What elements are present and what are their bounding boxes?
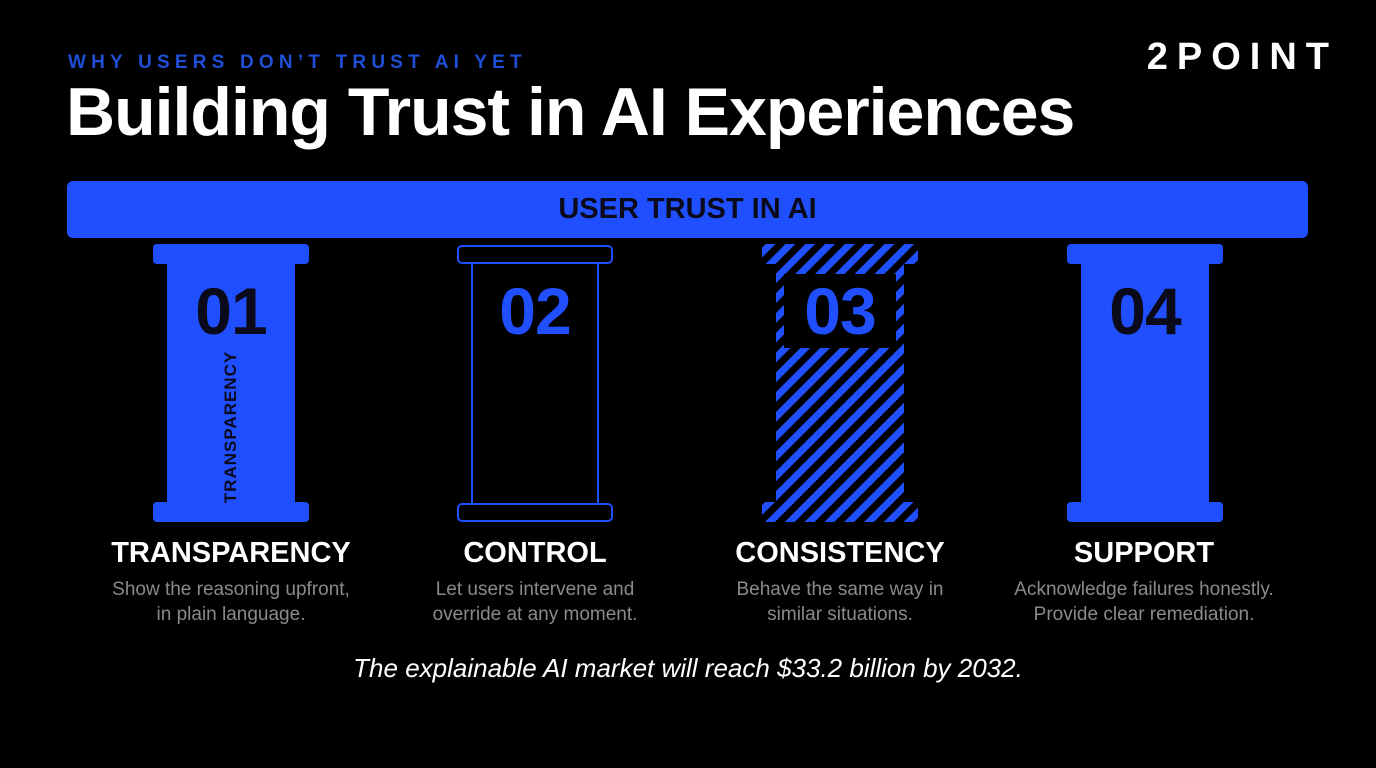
pillar-1-shape [153, 244, 309, 522]
pillar-4-number: 04 [1109, 274, 1181, 348]
pillar-2-description: Let users intervene and override at any … [375, 578, 695, 627]
pillar-3-desc-line1: Behave the same way in [736, 578, 944, 600]
pillar-3-desc-line2: similar situations. [767, 603, 913, 625]
pillar-2-number: 02 [499, 274, 571, 348]
pillar-4-title: SUPPORT [1073, 537, 1215, 569]
beam-label: USER TRUST IN AI [558, 193, 817, 225]
pillar-1-title: TRANSPARENCY [111, 537, 351, 569]
footer-statistic: The explainable AI market will reach $33… [353, 653, 1023, 683]
page-title: Building Trust in AI Experiences [66, 74, 1075, 150]
pillar-1-desc-line2: in plain language. [156, 603, 306, 625]
pillar-4-caption: SUPPORT Acknowledge failures honestly. P… [984, 537, 1304, 627]
pillar-2-caption: CONTROL Let users intervene and override… [375, 537, 695, 627]
pillar-3-shape [762, 244, 918, 522]
eyebrow-text: WHY USERS DON’T TRUST AI YET [68, 52, 527, 73]
pillar-4-desc-line2: Provide clear remediation. [1033, 603, 1255, 625]
pillar-3-title: CONSISTENCY [735, 537, 945, 569]
trust-beam: USER TRUST IN AI [67, 181, 1308, 238]
pillar-1-description: Show the reasoning upfront, in plain lan… [71, 578, 391, 627]
pillar-3-caption: CONSISTENCY Behave the same way in simil… [680, 537, 1000, 627]
pillar-1-caption: TRANSPARENCY Show the reasoning upfront,… [71, 537, 391, 627]
pillar-1-desc-line1: Show the reasoning upfront, [112, 578, 350, 600]
brand-logo: 2POINT [1146, 36, 1338, 78]
pillar-4-description: Acknowledge failures honestly. Provide c… [984, 578, 1304, 627]
pillar-3-description: Behave the same way in similar situation… [680, 578, 1000, 627]
pillar-4-shape [1067, 244, 1223, 522]
pillar-1-number: 01 [195, 274, 267, 348]
pillar-3-number: 03 [804, 274, 876, 348]
pillar-4-desc-line1: Acknowledge failures honestly. [1014, 578, 1274, 600]
pillar-2-desc-line1: Let users intervene and [435, 578, 635, 600]
pillar-2-desc-line2: override at any moment. [432, 603, 638, 625]
pillar-2-shape [457, 245, 613, 522]
pillar-1-vertical-label: TRANSPARENCY [221, 350, 240, 504]
pillar-2-title: CONTROL [463, 537, 607, 569]
